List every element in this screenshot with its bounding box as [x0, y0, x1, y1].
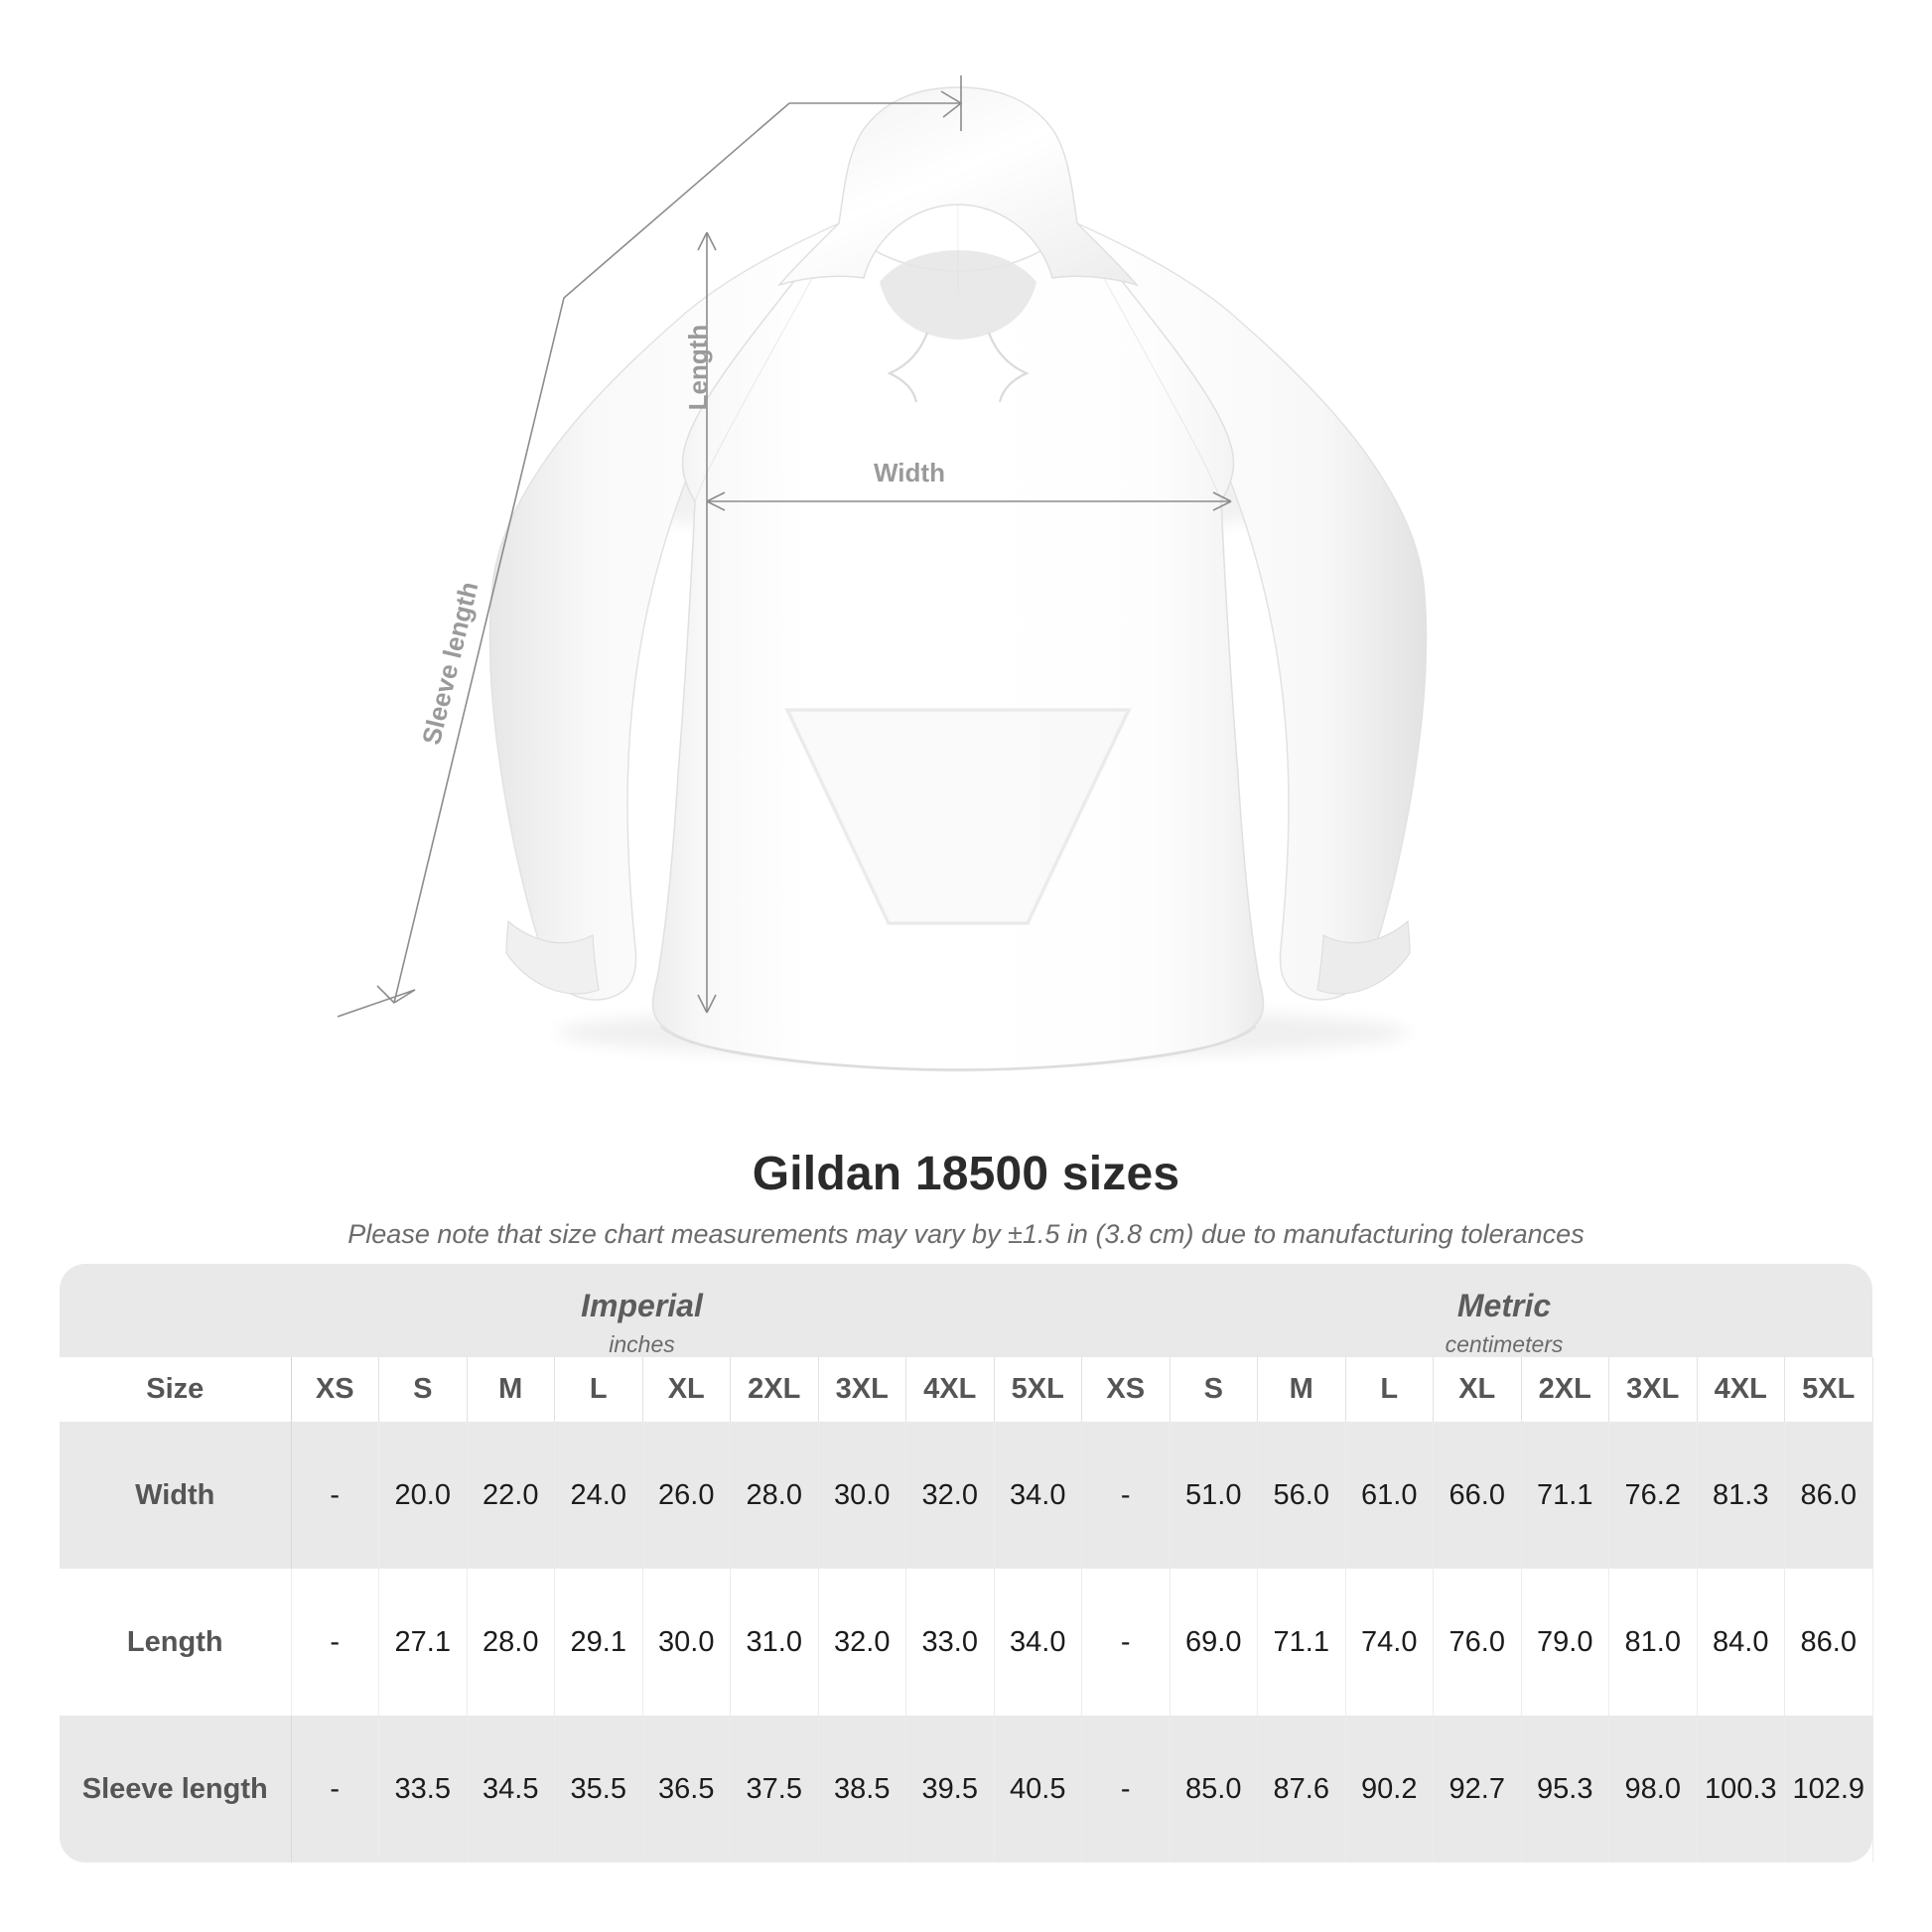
svg-text:Length: Length	[683, 325, 713, 411]
svg-text:Width: Width	[874, 458, 945, 487]
svg-text:Sleeve length: Sleeve length	[416, 579, 483, 748]
